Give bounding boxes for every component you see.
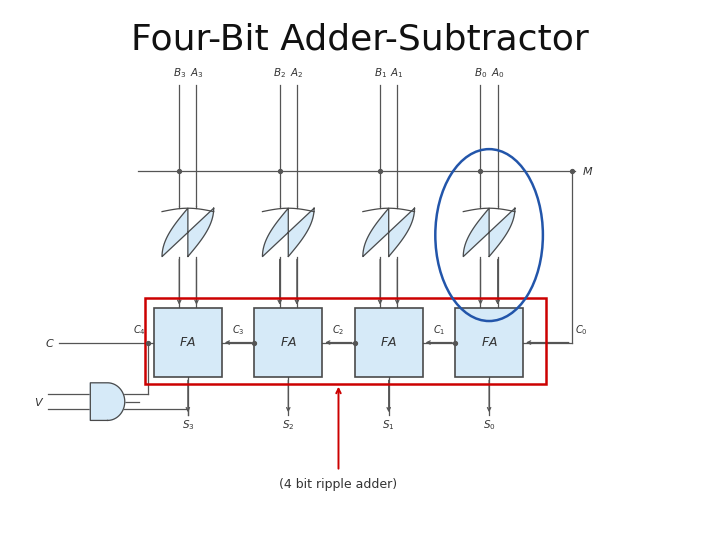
Text: $A_3$: $A_3$	[189, 66, 203, 80]
Text: $B_1$: $B_1$	[374, 66, 387, 80]
Text: $S_2$: $S_2$	[282, 418, 294, 431]
Text: $A_1$: $A_1$	[390, 66, 404, 80]
Polygon shape	[363, 208, 415, 256]
Text: $C_3$: $C_3$	[232, 323, 244, 337]
Bar	[145, 298, 546, 384]
Bar	[355, 308, 423, 377]
Text: $FA$: $FA$	[280, 336, 297, 349]
Text: $V$: $V$	[34, 396, 45, 408]
Text: $S_0$: $S_0$	[482, 418, 495, 431]
Bar	[455, 308, 523, 377]
Text: $A_2$: $A_2$	[290, 66, 304, 80]
Text: $C_0$: $C_0$	[575, 323, 588, 337]
Text: (4 bit ripple adder): (4 bit ripple adder)	[279, 478, 397, 491]
Text: $M$: $M$	[582, 165, 593, 177]
Text: $FA$: $FA$	[481, 336, 498, 349]
Text: $FA$: $FA$	[179, 336, 197, 349]
Bar	[154, 308, 222, 377]
Text: $C_1$: $C_1$	[433, 323, 445, 337]
Text: Four-Bit Adder-Subtractor: Four-Bit Adder-Subtractor	[131, 23, 589, 57]
Polygon shape	[90, 383, 125, 421]
Text: $A_0$: $A_0$	[491, 66, 505, 80]
Text: $B_3$: $B_3$	[173, 66, 186, 80]
Text: $C_4$: $C_4$	[132, 323, 145, 337]
Bar	[254, 308, 323, 377]
Polygon shape	[162, 208, 214, 256]
Polygon shape	[463, 208, 515, 256]
Text: $C_2$: $C_2$	[333, 323, 345, 337]
Text: $S_3$: $S_3$	[181, 418, 194, 431]
Text: $B_2$: $B_2$	[273, 66, 286, 80]
Text: $S_1$: $S_1$	[382, 418, 395, 431]
Polygon shape	[263, 208, 314, 256]
Text: $FA$: $FA$	[380, 336, 397, 349]
Text: $B_0$: $B_0$	[474, 66, 487, 80]
Text: $C$: $C$	[45, 336, 55, 348]
